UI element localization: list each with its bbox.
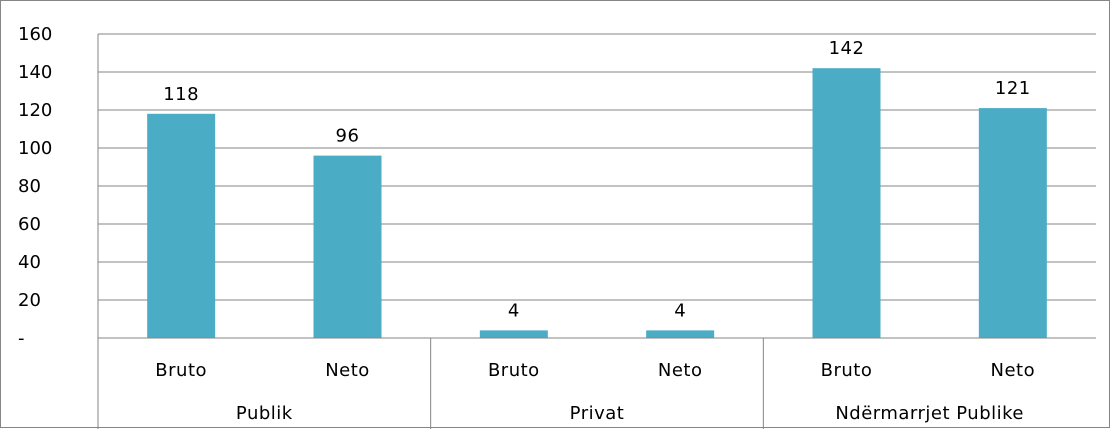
y-tick-label: 140: [18, 62, 52, 83]
x-group-label: Publik: [236, 403, 293, 424]
data-labels: 118 96 4 4 142 121: [163, 38, 1031, 321]
x-category-label: Neto: [991, 360, 1036, 381]
bar-nd-rmarrjet-publike-bruto: [812, 68, 881, 338]
bar-publik-bruto: [147, 113, 216, 338]
y-tick-label: 80: [18, 176, 41, 197]
y-tick-label: 20: [18, 290, 41, 311]
x-group-label: Ndërmarrjet Publike: [835, 403, 1024, 424]
x-group-label: Privat: [570, 403, 625, 424]
data-label: 118: [163, 84, 199, 105]
data-label: 96: [336, 126, 360, 147]
y-tick-label: 160: [18, 24, 52, 45]
x-category-label: Bruto: [155, 360, 207, 381]
bar-nd-rmarrjet-publike-neto: [978, 108, 1047, 338]
bar-privat-neto: [646, 330, 715, 338]
data-label: 4: [508, 300, 520, 321]
x-category-label: Bruto: [821, 360, 873, 381]
data-label: 4: [674, 300, 686, 321]
data-label: 121: [995, 78, 1031, 99]
y-tick-label: 100: [18, 138, 52, 159]
gridlines: [98, 33, 1096, 301]
bars: [147, 68, 1047, 338]
y-tick-label: 120: [18, 100, 52, 121]
bar-publik-neto: [313, 155, 382, 338]
x-category-label: Neto: [658, 360, 703, 381]
y-tick-label: -: [18, 328, 25, 349]
x-category-label: Bruto: [488, 360, 540, 381]
y-tick-label: 40: [18, 252, 41, 273]
data-label: 142: [829, 38, 865, 59]
bar-privat-bruto: [479, 330, 548, 338]
x-axis: Bruto Neto Publik Bruto Neto Privat Bruto Neto N…: [97, 34, 1096, 429]
y-axis-tick-labels: - 20 40 60 80 100 120 140 160: [18, 24, 52, 349]
y-tick-label: 60: [18, 214, 41, 235]
x-category-label: Neto: [325, 360, 370, 381]
